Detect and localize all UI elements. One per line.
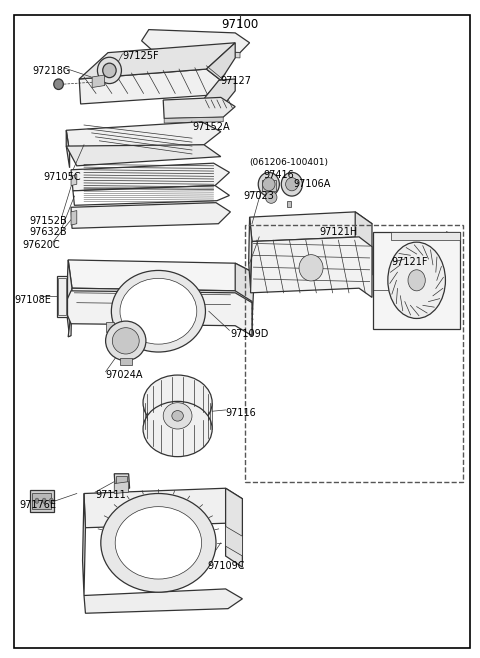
Polygon shape: [142, 30, 250, 53]
Polygon shape: [71, 211, 77, 225]
Polygon shape: [73, 186, 229, 205]
Polygon shape: [66, 130, 70, 168]
Polygon shape: [206, 43, 235, 80]
Polygon shape: [30, 490, 54, 512]
Polygon shape: [71, 203, 230, 228]
Polygon shape: [58, 278, 66, 315]
Polygon shape: [391, 232, 460, 240]
Polygon shape: [226, 526, 242, 556]
Ellipse shape: [258, 172, 279, 196]
Polygon shape: [92, 75, 105, 88]
Polygon shape: [235, 263, 254, 322]
Ellipse shape: [103, 63, 116, 78]
Polygon shape: [164, 117, 223, 123]
Ellipse shape: [263, 178, 275, 191]
Text: 97632B: 97632B: [30, 227, 67, 237]
Text: 97109D: 97109D: [230, 329, 269, 339]
Polygon shape: [114, 474, 130, 488]
Text: 97121H: 97121H: [319, 227, 358, 237]
Polygon shape: [151, 49, 240, 58]
Text: 97176E: 97176E: [19, 500, 56, 510]
Text: 97125F: 97125F: [122, 51, 159, 61]
Bar: [245, 225, 463, 482]
Polygon shape: [226, 488, 242, 567]
Polygon shape: [79, 69, 221, 104]
Polygon shape: [71, 163, 229, 191]
Polygon shape: [66, 145, 221, 166]
Ellipse shape: [106, 321, 146, 361]
Ellipse shape: [111, 270, 205, 352]
Polygon shape: [287, 201, 291, 207]
Text: 97109C: 97109C: [207, 561, 245, 570]
Ellipse shape: [54, 79, 63, 89]
Text: (061206-100401): (061206-100401): [250, 158, 329, 167]
Text: 97218G: 97218G: [33, 66, 71, 76]
Polygon shape: [66, 291, 252, 336]
Ellipse shape: [115, 507, 202, 579]
Ellipse shape: [42, 498, 46, 503]
Text: 97106A: 97106A: [294, 179, 331, 189]
Polygon shape: [262, 180, 276, 191]
Ellipse shape: [35, 498, 39, 503]
Text: 97152B: 97152B: [30, 216, 68, 226]
Text: 97111: 97111: [95, 490, 126, 500]
Ellipse shape: [388, 242, 445, 318]
Text: 97108E: 97108E: [14, 295, 51, 305]
Text: 97105C: 97105C: [43, 172, 81, 182]
Ellipse shape: [408, 270, 425, 291]
Ellipse shape: [143, 375, 212, 430]
Ellipse shape: [286, 178, 298, 191]
Ellipse shape: [49, 498, 53, 503]
Polygon shape: [373, 232, 460, 329]
Ellipse shape: [97, 57, 121, 84]
Polygon shape: [355, 212, 372, 275]
Polygon shape: [84, 589, 242, 613]
Polygon shape: [32, 493, 51, 509]
Polygon shape: [71, 174, 77, 186]
Polygon shape: [68, 260, 254, 291]
Polygon shape: [66, 122, 221, 153]
Ellipse shape: [172, 411, 183, 421]
Text: 97100: 97100: [221, 18, 259, 32]
Polygon shape: [68, 288, 252, 337]
Text: 97116: 97116: [226, 408, 256, 418]
Text: 97620C: 97620C: [23, 240, 60, 250]
Ellipse shape: [265, 191, 277, 203]
Text: 97121F: 97121F: [391, 257, 428, 266]
Polygon shape: [79, 43, 235, 79]
Polygon shape: [249, 217, 252, 288]
Polygon shape: [163, 97, 235, 118]
Ellipse shape: [143, 401, 212, 457]
Ellipse shape: [101, 494, 216, 592]
Text: 97152A: 97152A: [192, 122, 229, 132]
Polygon shape: [114, 482, 129, 494]
Ellipse shape: [112, 328, 139, 354]
Polygon shape: [143, 403, 212, 429]
Polygon shape: [204, 79, 235, 109]
Polygon shape: [120, 358, 132, 365]
Ellipse shape: [163, 403, 192, 429]
Ellipse shape: [281, 172, 302, 196]
Polygon shape: [106, 322, 114, 332]
Text: 97023: 97023: [244, 191, 275, 201]
Ellipse shape: [120, 278, 197, 344]
Text: 97024A: 97024A: [106, 370, 143, 380]
Text: 97416: 97416: [263, 170, 294, 180]
Polygon shape: [83, 494, 85, 595]
Polygon shape: [116, 476, 127, 486]
Polygon shape: [66, 260, 72, 337]
Polygon shape: [251, 237, 372, 297]
Polygon shape: [84, 488, 242, 528]
Polygon shape: [250, 212, 372, 241]
Polygon shape: [57, 276, 67, 317]
Ellipse shape: [299, 255, 323, 281]
Text: 97127: 97127: [221, 76, 252, 86]
